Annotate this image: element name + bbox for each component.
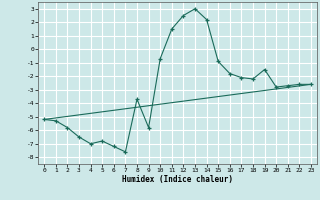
X-axis label: Humidex (Indice chaleur): Humidex (Indice chaleur) <box>122 175 233 184</box>
